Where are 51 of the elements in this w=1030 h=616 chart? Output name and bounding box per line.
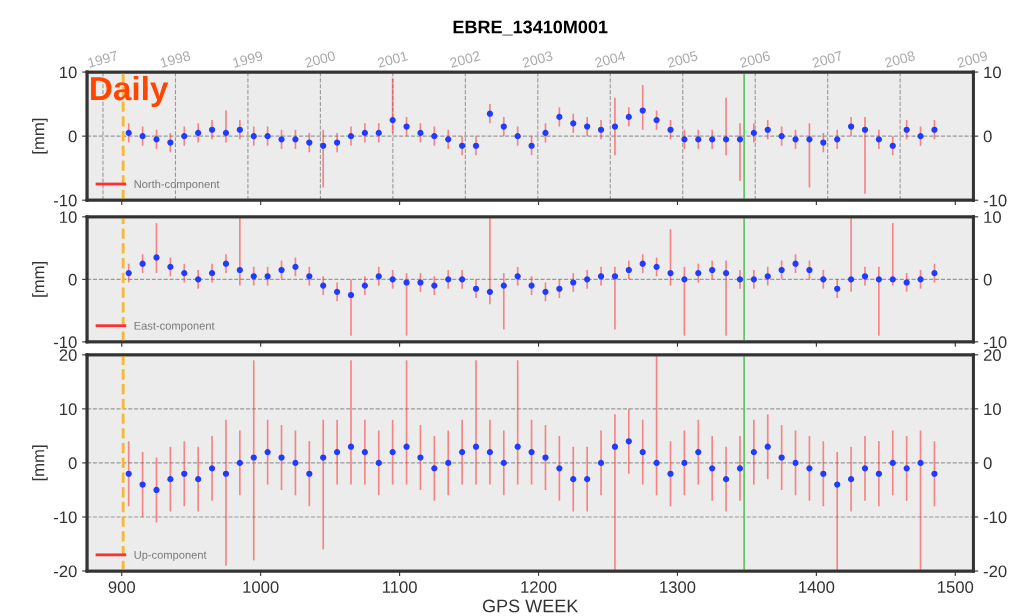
text: East-component	[134, 321, 215, 332]
y2-tick-label: 10	[984, 211, 1001, 224]
x2-tick-label: 2000	[304, 50, 336, 68]
annotation: Daily	[91, 75, 169, 107]
x2-tick-label: 2008	[884, 50, 916, 68]
y2-tick-label: -10	[983, 194, 1007, 207]
x-tick-label: 1400	[799, 581, 835, 593]
y2-tick-label: -10	[983, 336, 1007, 349]
y-tick-label: 20	[59, 349, 77, 362]
y-axis-title: [mm]	[32, 118, 48, 154]
x-tick-label: 900	[108, 581, 136, 593]
x2-tick-label: 2005	[666, 50, 699, 68]
y-tick-label: 10	[60, 211, 77, 224]
x-axis-title: GPS WEEK	[482, 599, 579, 613]
y2-tick-label: 0	[983, 273, 992, 286]
y-axis-title: [mm]	[32, 445, 48, 481]
y2-tick-label: 10	[984, 66, 1001, 79]
y-tick-label: -20	[53, 565, 77, 578]
chart-title: EBRE_13410M001	[453, 20, 608, 36]
y-tick-label: 0	[68, 457, 77, 470]
y-tick-label: -10	[53, 511, 77, 524]
text: Up-component	[134, 551, 207, 562]
y-axis-title: [mm]	[32, 262, 48, 297]
y-tick-label: 0	[68, 273, 77, 286]
y2-tick-label: 0	[983, 457, 992, 470]
x2-tick-label: 2004	[594, 50, 626, 68]
x2-tick-label: 2001	[377, 50, 409, 68]
y-tick-label: 10	[60, 66, 77, 79]
x2-tick-label: 2003	[521, 50, 554, 68]
x-tick-label: 1100	[382, 581, 417, 593]
x2-tick-label: 1999	[232, 50, 264, 68]
y-tick-label: -10	[53, 194, 77, 207]
y-tick-label: -10	[53, 336, 77, 349]
x2-tick-label: 2009	[956, 50, 988, 68]
y2-tick-label: -10	[983, 511, 1007, 524]
x2-tick-label: 2007	[811, 50, 843, 68]
y-tick-label: 0	[68, 130, 77, 143]
x-tick-label: 1300	[660, 581, 696, 593]
x2-tick-label: 1997	[87, 50, 119, 68]
y2-tick-label: 20	[983, 349, 1001, 362]
x-tick-label: 1500	[938, 581, 974, 593]
x2-tick-label: 1998	[159, 50, 191, 68]
x2-tick-label: 2002	[449, 50, 481, 68]
y-tick-label: 10	[60, 403, 77, 416]
y2-tick-label: -20	[983, 565, 1007, 578]
x-tick-label: 1200	[521, 581, 557, 593]
text: North-component	[134, 179, 220, 191]
y2-tick-label: 10	[984, 403, 1001, 416]
x-tick-label: 1000	[243, 581, 279, 593]
y2-tick-label: 0	[983, 130, 992, 143]
x2-tick-label: 2006	[739, 50, 771, 68]
